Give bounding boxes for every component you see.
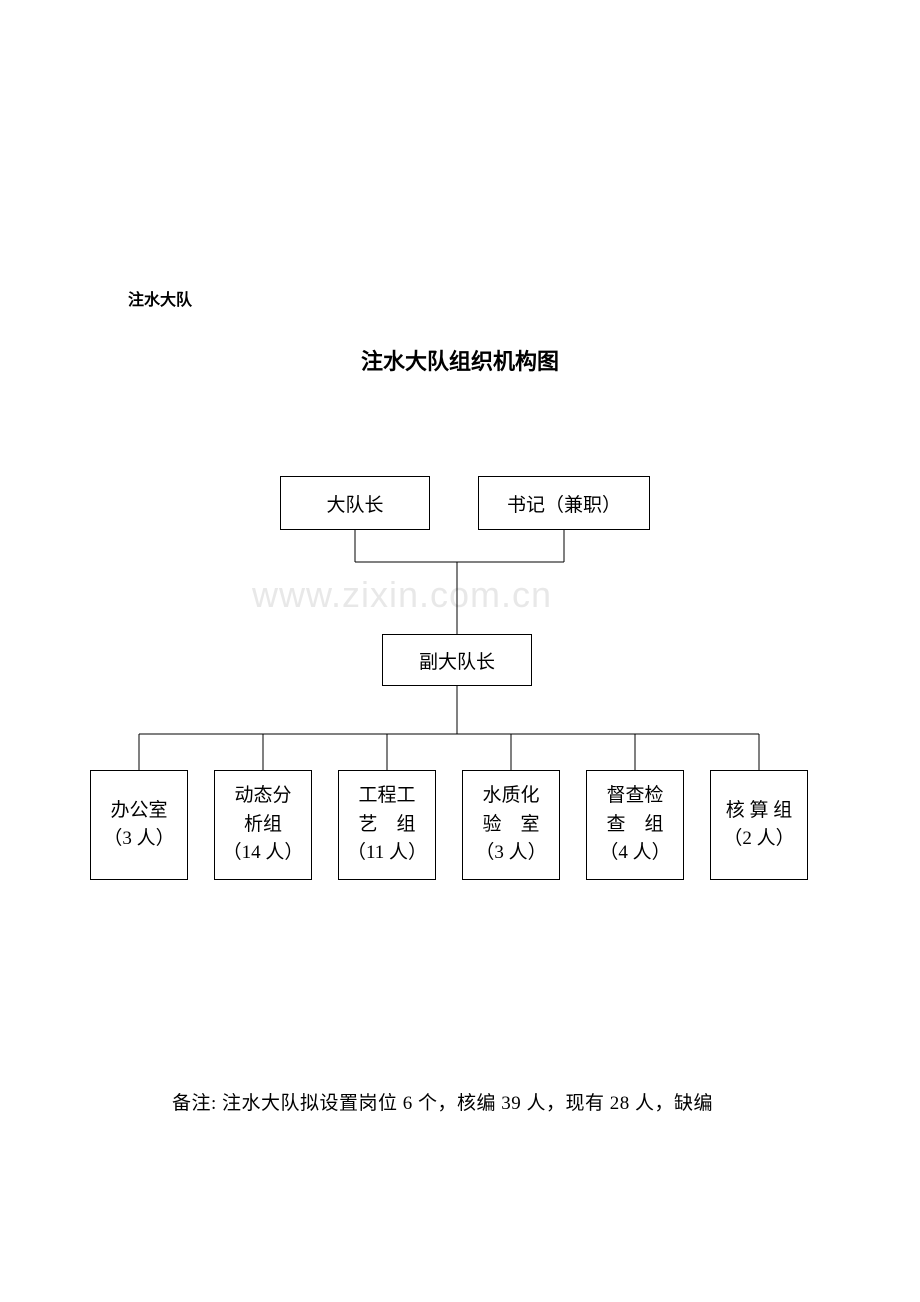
box-engineering-line2: 艺 组 [358, 811, 415, 840]
box-engineering-line3: （11 人） [347, 839, 427, 868]
box-analysis-line3: （14 人） [223, 839, 304, 868]
box-water: 水质化 验 室 （3 人） [462, 770, 560, 880]
box-office-line1: 办公室 [110, 797, 167, 826]
box-engineering: 工程工 艺 组 （11 人） [338, 770, 436, 880]
box-engineering-line1: 工程工 [358, 782, 415, 811]
box-supervise-line2: 查 组 [606, 811, 663, 840]
box-analysis-line1: 动态分 [234, 782, 291, 811]
box-leader-label: 大队长 [326, 490, 383, 517]
box-leader: 大队长 [280, 476, 430, 530]
box-accounting-line1: 核 算 组 [726, 797, 793, 826]
box-analysis-line2: 析组 [244, 811, 282, 840]
box-water-line2: 验 室 [482, 811, 539, 840]
box-office: 办公室 （3 人） [90, 770, 188, 880]
box-secretary-label: 书记（兼职） [507, 490, 621, 517]
box-accounting-line2: （2 人） [723, 825, 794, 854]
box-supervise: 督查检 查 组 （4 人） [586, 770, 684, 880]
box-deputy-label: 副大队长 [419, 647, 495, 674]
box-deputy: 副大队长 [382, 634, 532, 686]
box-supervise-line3: （4 人） [599, 839, 670, 868]
box-accounting: 核 算 组 （2 人） [710, 770, 808, 880]
box-supervise-line1: 督查检 [606, 782, 663, 811]
box-water-line3: （3 人） [475, 839, 546, 868]
box-water-line1: 水质化 [482, 782, 539, 811]
box-office-line2: （3 人） [103, 825, 174, 854]
box-secretary: 书记（兼职） [478, 476, 650, 530]
box-analysis: 动态分 析组 （14 人） [214, 770, 312, 880]
